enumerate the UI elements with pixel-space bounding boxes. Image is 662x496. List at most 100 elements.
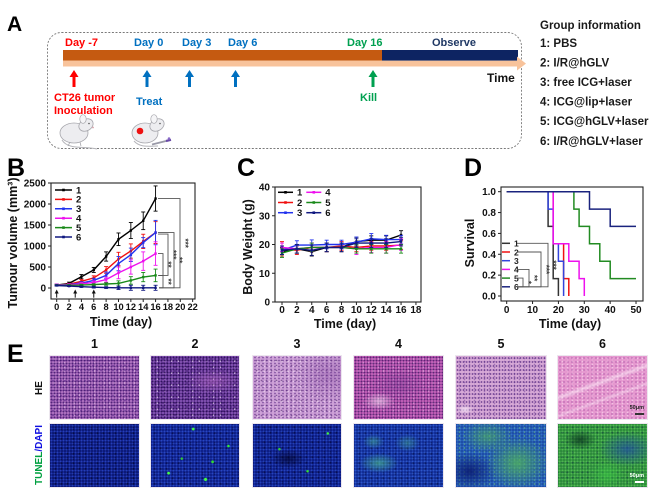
- x-tick-label: 20: [175, 302, 185, 312]
- milestone-day-3: Day 3: [182, 37, 211, 49]
- x-tick-label: 10: [527, 305, 539, 316]
- x-tick-label: 18: [163, 302, 173, 312]
- inoculation-arrow-icon: [69, 70, 79, 87]
- mouse-tail: [61, 139, 98, 150]
- panel-label-b: B: [7, 154, 25, 182]
- arrow-head: [73, 289, 78, 294]
- data-point: [80, 275, 83, 278]
- data-point: [117, 282, 120, 285]
- kill-label: Kill: [360, 92, 377, 104]
- data-point: [80, 283, 83, 287]
- treat-arrow-icon: [185, 70, 194, 87]
- panel-label-e: E: [7, 340, 24, 368]
- legend-marker: [284, 201, 287, 204]
- legend-item-6: 6: [306, 208, 331, 219]
- legend-label: 4: [325, 188, 331, 199]
- treated-mouse-icon: [131, 114, 172, 147]
- legend-item-3: 3: [278, 208, 302, 219]
- data-point: [129, 279, 133, 282]
- plot-frame: [50, 182, 196, 300]
- data-point: [370, 241, 373, 245]
- y-tick-label: 2000: [24, 199, 47, 210]
- legend-item-1: 1: [55, 185, 82, 196]
- data-point: [142, 259, 145, 263]
- data-point: [154, 197, 157, 200]
- syringe-barrel: [151, 140, 167, 146]
- he-image-group-1: [49, 355, 140, 420]
- x-axis-title: Time (day): [539, 317, 601, 331]
- legend-marker: [62, 216, 65, 220]
- data-point: [355, 241, 358, 245]
- y-axis-title: Tumour volume (mm³): [6, 177, 20, 308]
- survival-curve-6: [506, 190, 636, 228]
- arrow-head: [231, 70, 240, 77]
- arrow-shaft: [234, 76, 237, 87]
- legend-label: 3: [297, 208, 302, 219]
- legend-marker: [62, 226, 65, 229]
- y-tick-label: 2500: [24, 179, 47, 190]
- significance-label: *: [524, 281, 533, 285]
- data-point: [384, 247, 388, 251]
- data-point: [67, 284, 71, 288]
- data-point: [129, 286, 133, 289]
- legend-item-3: 3: [502, 256, 519, 266]
- observe-phase-bar: [382, 50, 518, 61]
- scale-bar: [635, 413, 644, 415]
- legend-marker: [62, 188, 65, 192]
- group-item-1: 1: PBS: [540, 38, 577, 50]
- legend-marker: [312, 201, 316, 204]
- y-tick-label: 0: [264, 298, 270, 309]
- treatment-arrow-icon: [54, 289, 59, 298]
- observe-label: Observe: [432, 37, 476, 49]
- he-image-group-5: [455, 355, 547, 420]
- x-tick-label: 12: [366, 305, 378, 316]
- x-tick-label: 20: [553, 305, 565, 316]
- data-point: [129, 253, 133, 257]
- x-tick-label: 16: [150, 302, 160, 312]
- x-tick-label: 2: [66, 302, 71, 312]
- legend-item-6: 6: [502, 282, 519, 292]
- x-tick-label: 0: [504, 305, 510, 316]
- tunel-image-group-4: [353, 423, 444, 488]
- x-tick-label: 0: [54, 302, 59, 312]
- y-tick-label: 500: [29, 262, 46, 273]
- tunel-image-group-3: [252, 423, 342, 488]
- significance-bracket: *: [517, 277, 533, 288]
- arrow-head: [69, 70, 79, 77]
- tunel-image-group-1: [49, 423, 140, 488]
- x-tick-label: 14: [381, 305, 393, 316]
- treat-arrow-icon: [142, 70, 152, 87]
- bracket-line: [158, 232, 175, 289]
- milestone-day-minus7: Day -7: [65, 37, 98, 49]
- bracket-line: [158, 198, 181, 289]
- group-item-4: 4: ICG@lip+laser: [540, 97, 633, 109]
- arrow-head: [54, 289, 59, 294]
- arrow-head: [368, 70, 378, 77]
- kill-arrow-icon: [368, 70, 378, 87]
- milestone-day-6: Day 6: [228, 37, 257, 49]
- y-tick-label: 0.6: [482, 229, 496, 240]
- significance-label: ***: [169, 250, 178, 260]
- legend-item-5: 5: [55, 223, 82, 234]
- legend-marker: [62, 207, 65, 211]
- data-point: [310, 249, 313, 252]
- data-point: [104, 282, 108, 286]
- time-axis-label: Time: [487, 71, 515, 85]
- data-point: [92, 268, 95, 272]
- data-point: [104, 255, 108, 258]
- data-point: [399, 247, 403, 251]
- milestone-day-16: Day 16: [347, 37, 382, 49]
- arrow-shaft: [371, 76, 375, 87]
- bracket-line: [158, 253, 164, 276]
- legend-label: 5: [325, 198, 331, 209]
- x-tick-label: 12: [126, 302, 136, 312]
- data-point: [154, 231, 157, 234]
- he-image-group-3: [252, 355, 342, 420]
- series-6: [54, 284, 158, 291]
- data-point: [117, 271, 120, 275]
- legend-item-3: 3: [55, 204, 81, 215]
- panel-label-c: C: [237, 154, 255, 182]
- x-tick-label: 14: [138, 302, 149, 312]
- mouse-tail: [133, 140, 159, 147]
- scale-bar-label: 50μm: [629, 473, 644, 479]
